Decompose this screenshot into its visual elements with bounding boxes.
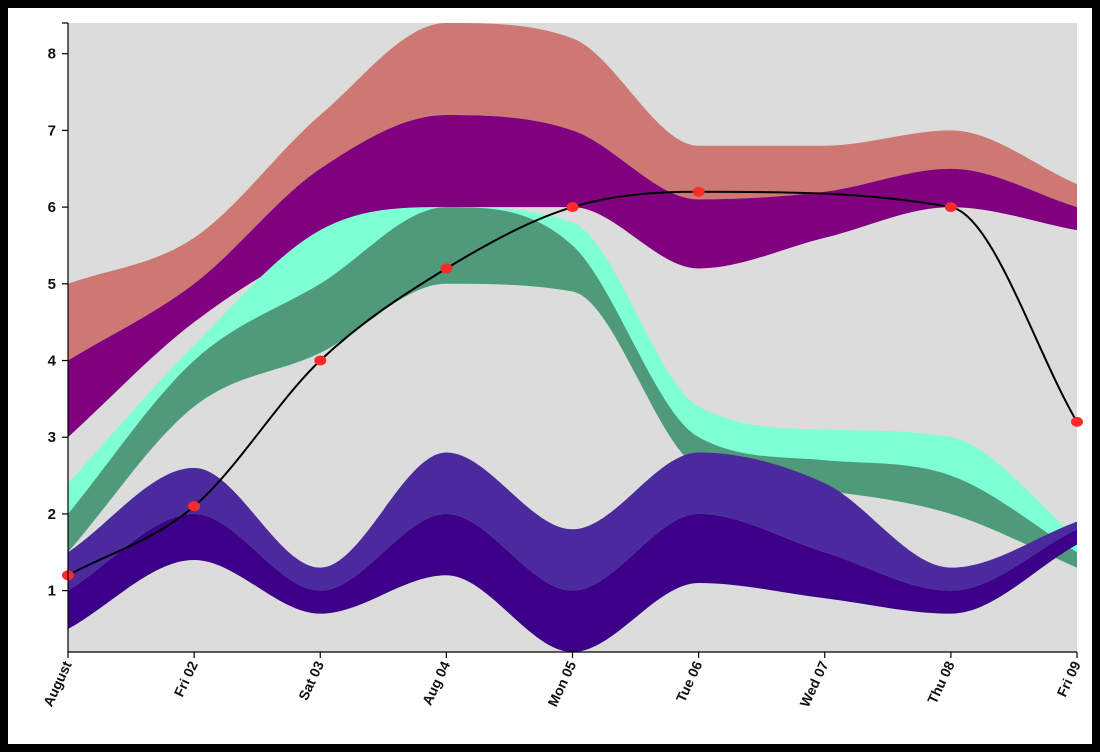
x-tick-label: Fri 09 xyxy=(1053,658,1083,699)
line-point xyxy=(188,501,201,512)
y-tick-label: 4 xyxy=(48,353,57,370)
area-band-chart: 1 2 3 4 5 6 7 8 August Fri 02 Sat 03 Aug 04 Mon 05 Tu… xyxy=(40,22,1084,709)
line-point xyxy=(440,263,453,274)
chart-frame: 1 2 3 4 5 6 7 8 August Fri 02 Sat 03 Aug 04 Mon 05 Tu… xyxy=(8,8,1092,744)
x-tick-label: August xyxy=(40,658,75,709)
bands-layer xyxy=(68,23,1077,652)
band-area-6 xyxy=(68,513,1077,652)
line-point xyxy=(692,186,705,197)
x-tick-label: Wed 07 xyxy=(796,658,831,709)
y-tick-label: 8 xyxy=(48,46,56,63)
y-tick-label: 6 xyxy=(48,199,56,216)
y-tick-label: 2 xyxy=(48,506,56,523)
x-tick-label: Thu 08 xyxy=(924,658,958,706)
line-point xyxy=(314,355,327,366)
band-area-2 xyxy=(68,115,1077,438)
x-tick-label: Mon 05 xyxy=(544,658,579,709)
x-tick-label: Sat 03 xyxy=(295,658,327,702)
line-point xyxy=(944,202,957,213)
x-tick-label: Fri 02 xyxy=(171,658,201,699)
band-area-5 xyxy=(68,452,1077,591)
x-tick-label: Aug 04 xyxy=(419,658,453,707)
line-point xyxy=(1071,416,1083,427)
line-point xyxy=(566,202,579,213)
y-tick-label: 5 xyxy=(48,276,56,293)
band-area-1 xyxy=(68,23,1077,361)
y-tick-label: 3 xyxy=(48,429,56,446)
x-tick-label: Tue 06 xyxy=(673,658,706,704)
band-area-4 xyxy=(68,207,1077,568)
line-layer xyxy=(62,186,1083,581)
y-tick-label: 1 xyxy=(48,583,56,600)
y-tick-label: 7 xyxy=(48,122,56,139)
